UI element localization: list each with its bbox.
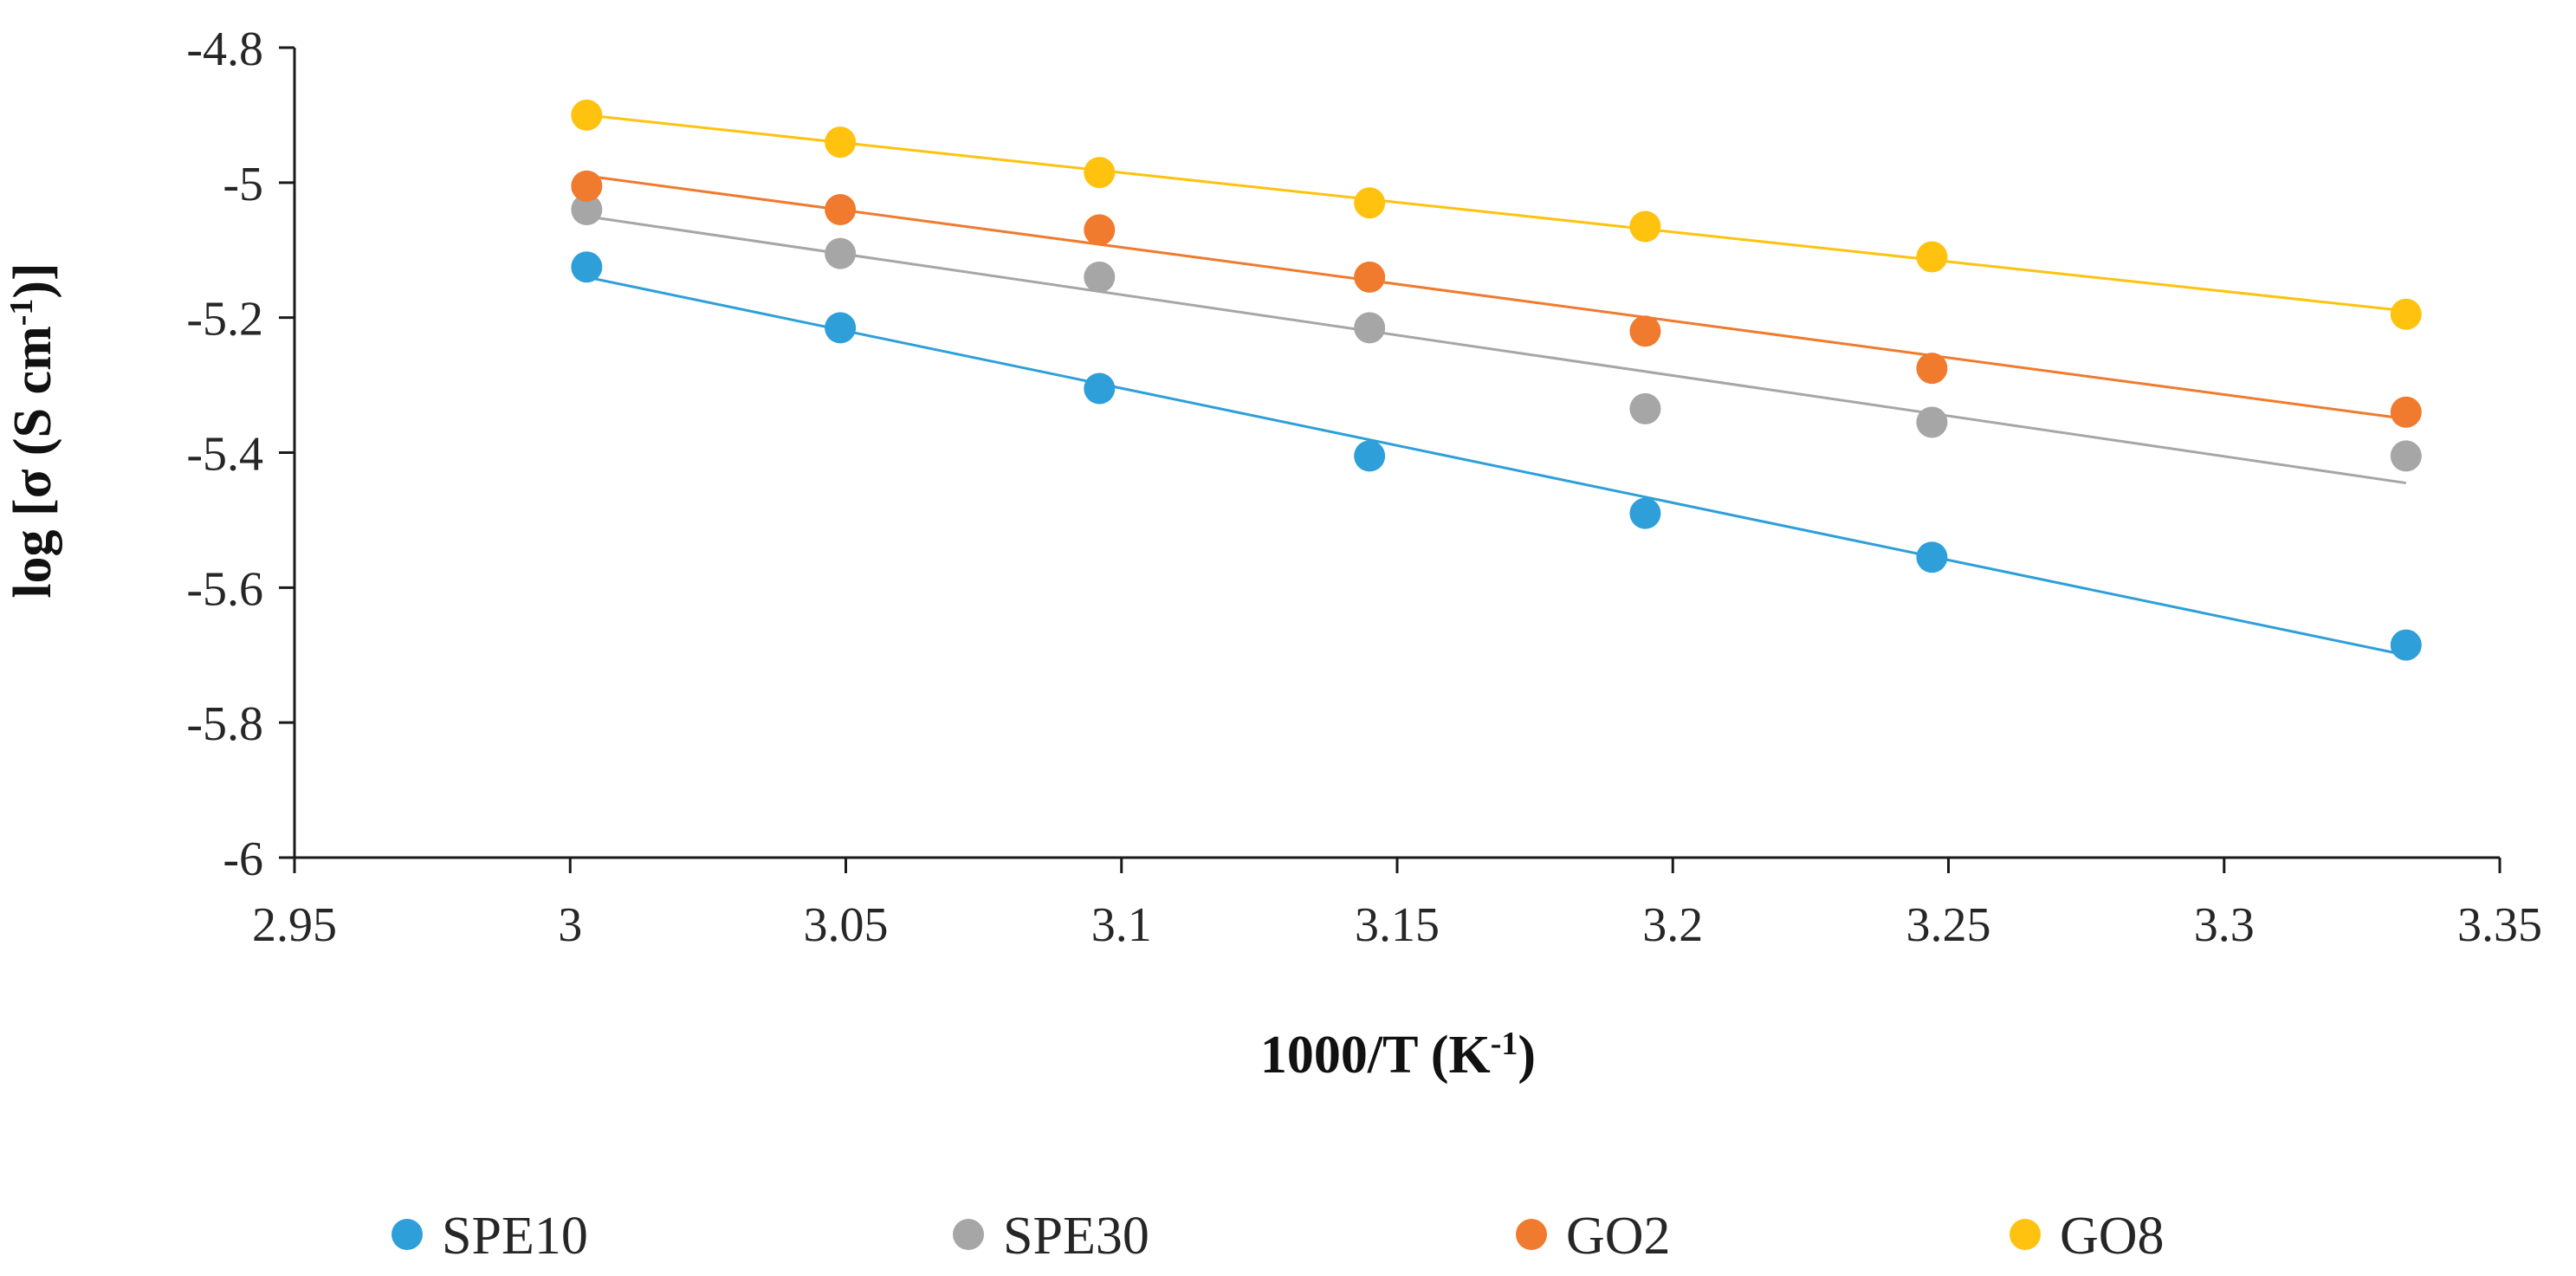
trendline-go2 [586,174,2406,421]
ticks: -4.8 -5 -5.2 -5.4 -5.6 -5.8 -6 2.95 3 3.05 3.1 3.15… [186,23,2542,952]
point-go2 [571,170,603,202]
x-tick-label: 3.05 [804,898,889,952]
x-tick-label: 3.2 [1642,898,1703,952]
legend-item-spe30: SPE30 [953,1207,1149,1266]
point-go8 [1629,211,1661,243]
point-go8 [1084,157,1116,189]
legend: SPE10 SPE30 GO2 GO8 [392,1207,2165,1266]
point-go2 [1354,261,1386,293]
point-go2 [2390,396,2422,428]
legend-label: SPE10 [442,1207,588,1266]
axes [293,48,2500,859]
legend-marker [392,1219,423,1250]
point-go8 [825,126,857,159]
trendline-spe10 [586,275,2407,657]
legend-item-go2: GO2 [1516,1207,1671,1266]
y-tick-label: -5.6 [186,562,263,616]
point-go2 [825,194,857,225]
point-spe10 [1916,541,1948,573]
point-spe30 [571,194,603,225]
trendline-spe30 [586,215,2407,485]
data-points [571,99,2422,661]
x-tick-label: 2.95 [252,898,337,952]
legend-label: GO2 [1566,1207,1671,1266]
point-spe10 [571,251,603,283]
point-spe10 [1629,497,1661,529]
y-tick-label: -4.8 [186,23,263,76]
legend-marker [1516,1219,1547,1250]
legend-label: SPE30 [1003,1207,1149,1266]
point-go8 [1916,241,1948,273]
point-spe10 [1084,372,1116,405]
point-spe30 [1354,312,1386,344]
y-axis-title: log [σ (S cm-1)] [3,262,62,598]
y-tick-label: -6 [223,832,263,886]
x-tick-label: 3.3 [2194,898,2255,952]
point-spe30 [1916,406,1948,438]
legend-item-spe10: SPE10 [392,1207,588,1266]
y-tick-label: -5.8 [186,697,263,751]
legend-label: GO8 [2060,1207,2165,1266]
trendline-go8 [586,113,2406,313]
point-spe30 [1629,392,1661,424]
point-spe30 [2390,440,2422,472]
point-spe10 [2390,629,2422,661]
point-go2 [1084,214,1116,246]
trend-lines [586,113,2407,657]
legend-marker [2010,1219,2041,1250]
y-tick-label: -5.2 [186,293,263,347]
x-tick-label: 3.15 [1355,898,1440,952]
x-tick-label: 3.25 [1906,898,1991,952]
x-axis-title: 1000/T (K-1) [1260,1026,1536,1085]
point-go2 [1629,315,1661,347]
point-go8 [2390,298,2422,330]
x-tick-label: 3.1 [1091,898,1152,952]
point-spe10 [1354,440,1386,472]
y-tick-label: -5.4 [186,428,263,482]
point-go2 [1916,353,1948,385]
y-tick-label: -5 [223,158,263,211]
point-spe30 [1084,261,1116,293]
point-spe30 [825,237,857,269]
point-go8 [571,99,603,131]
point-go8 [1354,187,1386,219]
legend-marker [953,1219,984,1250]
x-tick-label: 3.35 [2457,898,2542,952]
point-spe10 [825,312,857,344]
x-tick-label: 3 [558,898,582,952]
legend-item-go8: GO8 [2010,1207,2165,1266]
